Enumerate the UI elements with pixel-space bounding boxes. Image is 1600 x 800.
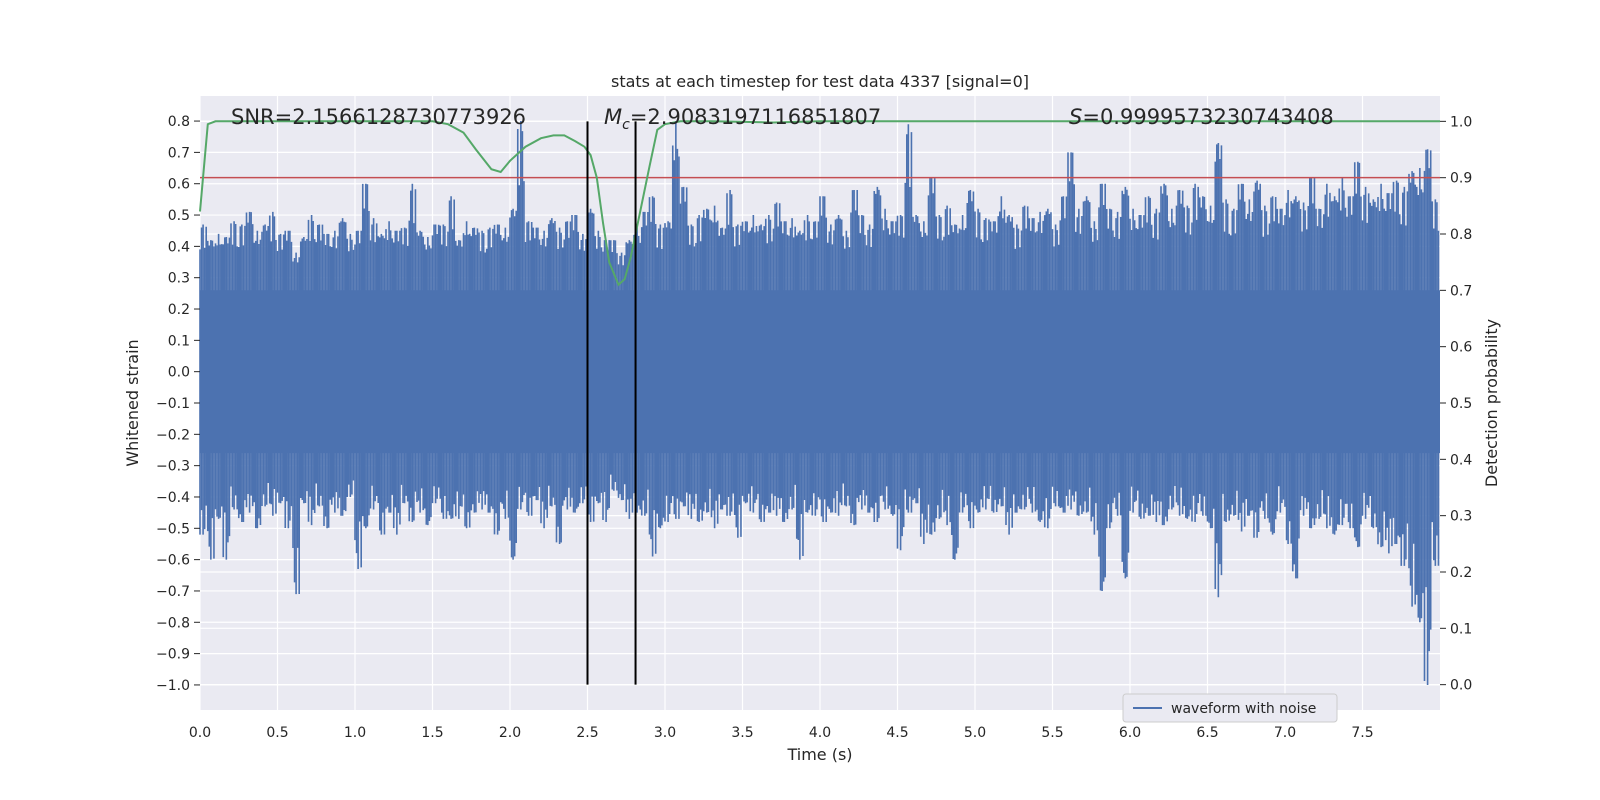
x-tick-label: 3.5 — [731, 725, 753, 741]
y-axis-left: 0.8 0.7 0.6 0.5 0.4 0.3 0.2 0.1 0.0 −0.1 −0.2 −0.3 −… — [156, 114, 200, 694]
y-tick-label: −0.6 — [156, 553, 190, 569]
y-tick-label: 0.2 — [168, 302, 190, 318]
y-tick-label: −0.2 — [156, 427, 190, 443]
y-tick-label: 0.7 — [168, 145, 190, 161]
x-tick-label: 2.5 — [576, 725, 598, 741]
y2-tick-label: 0.0 — [1450, 678, 1472, 694]
y2-tick-label: 0.1 — [1450, 621, 1472, 637]
legend: waveform with noise — [1122, 693, 1338, 723]
y-axis-right: 1.0 0.9 0.8 0.7 0.6 0.5 0.4 0.3 0.2 0.1 0.0 — [1440, 114, 1472, 694]
y-tick-label: 0.4 — [168, 239, 190, 255]
x-tick-label: 6.5 — [1196, 725, 1218, 741]
x-tick-label: 4.5 — [886, 725, 908, 741]
x-tick-label: 7.0 — [1274, 725, 1296, 741]
y-tick-label: −0.1 — [156, 396, 190, 412]
s-value: =0.9999573230743408 — [1082, 105, 1333, 129]
y-tick-label: 0.6 — [168, 177, 190, 193]
chirp-mass-subscript: c — [622, 117, 630, 133]
y-tick-label: −0.3 — [156, 459, 190, 475]
y-tick-label: −0.8 — [156, 615, 190, 631]
y2-tick-label: 0.3 — [1450, 509, 1472, 525]
y-tick-label: 0.0 — [168, 365, 190, 381]
overlay-lines — [199, 120, 1440, 685]
x-tick-label: 7.5 — [1351, 725, 1373, 741]
chirp-mass-annotation: Mc=2.9083197116851807 — [604, 105, 881, 133]
snr-annotation: SNR=2.1566128730773926 — [231, 105, 526, 129]
y-tick-label: −0.9 — [156, 647, 190, 663]
y2-tick-label: 0.7 — [1450, 283, 1472, 299]
y-axis-label: Whitened strain — [123, 339, 142, 466]
x-tick-label: 0.0 — [189, 725, 211, 741]
x-tick-label: 2.0 — [499, 725, 521, 741]
y-tick-label: −0.5 — [156, 521, 190, 537]
y2-tick-label: 0.9 — [1450, 171, 1472, 187]
y-tick-label: 0.5 — [168, 208, 190, 224]
waveform-series — [199, 121, 1440, 685]
chirp-mass-value: =2.9083197116851807 — [630, 105, 881, 129]
y2-tick-label: 1.0 — [1450, 114, 1472, 130]
y-tick-label: −0.4 — [156, 490, 190, 506]
y2-tick-label: 0.2 — [1450, 565, 1472, 581]
x-tick-label: 1.5 — [421, 725, 443, 741]
legend-box — [1122, 693, 1338, 723]
y-tick-label: −1.0 — [156, 678, 190, 694]
y2-tick-label: 0.4 — [1450, 452, 1472, 468]
x-tick-label: 1.0 — [344, 725, 366, 741]
y-tick-label: −0.7 — [156, 584, 190, 600]
y-tick-label: 0.1 — [168, 333, 190, 349]
s-annotation: S=0.9999573230743408 — [1069, 105, 1334, 129]
chirp-mass-symbol: M — [604, 105, 622, 129]
x-tick-label: 6.0 — [1119, 725, 1141, 741]
y2-axis-label: Detection probability — [1482, 319, 1501, 487]
x-tick-label: 3.0 — [654, 725, 676, 741]
x-tick-label: 0.5 — [266, 725, 288, 741]
x-axis: 0.0 0.5 1.0 1.5 2.0 2.5 3.0 3.5 4.0 4.5 5.0 5.5 6.0 6… — [189, 725, 1374, 741]
x-tick-label: 5.5 — [1041, 725, 1063, 741]
chart-title: stats at each timestep for test data 433… — [611, 72, 1029, 91]
legend-label: waveform with noise — [1171, 701, 1316, 717]
x-tick-label: 5.0 — [964, 725, 986, 741]
x-tick-label: 4.0 — [809, 725, 831, 741]
s-symbol: S — [1069, 105, 1082, 129]
y2-tick-label: 0.8 — [1450, 227, 1472, 243]
y2-tick-label: 0.5 — [1450, 396, 1472, 412]
y2-tick-label: 0.6 — [1450, 340, 1472, 356]
y-tick-label: 0.3 — [168, 271, 190, 287]
x-axis-label: Time (s) — [786, 745, 852, 764]
y-tick-label: 0.8 — [168, 114, 190, 130]
